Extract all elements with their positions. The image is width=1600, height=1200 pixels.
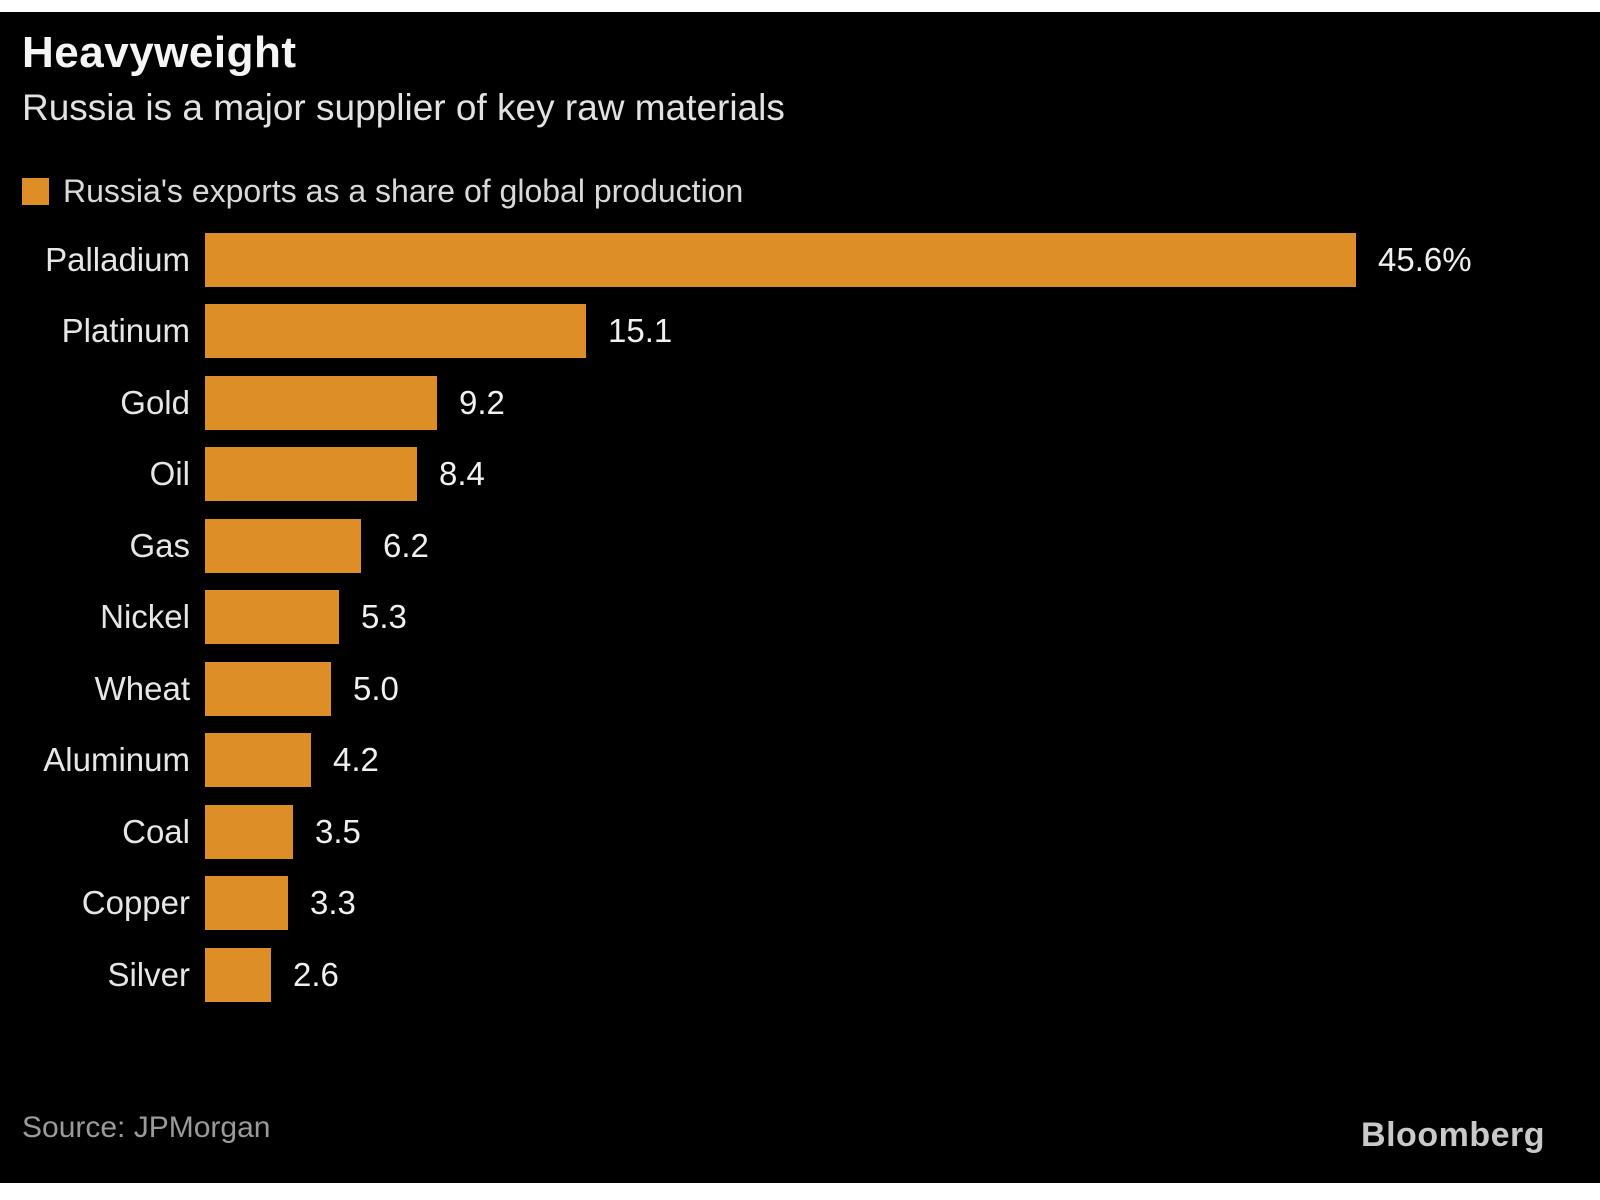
bar-row: Oil 8.4 [22,439,1600,511]
chart-title: Heavyweight [22,28,297,77]
bar [205,733,311,788]
bar-rows: Palladium 45.6% Platinum 15.1 Gold 9.2 O… [22,224,1600,1011]
bloomberg-logo: Bloomberg [1361,1116,1545,1154]
bar [205,876,288,931]
bar [205,518,361,573]
bar-row: Aluminum 4.2 [22,725,1600,797]
bar-row: Platinum 15.1 [22,296,1600,368]
value-label: 15.1 [608,312,673,350]
bar-row: Palladium 45.6% [22,224,1600,296]
category-label: Gold [120,383,190,421]
category-label: Gas [129,526,190,564]
bar-row: Coal 3.5 [22,796,1600,868]
category-label: Platinum [61,312,190,350]
bar-row: Silver 2.6 [22,939,1600,1011]
bar [205,375,437,430]
bar [205,661,331,716]
category-label: Silver [107,955,190,993]
value-label: 3.5 [315,812,361,850]
category-label: Copper [81,884,190,922]
legend-swatch-icon [22,178,49,206]
bar [205,304,586,359]
value-label: 2.6 [293,955,339,993]
value-label: 4.2 [333,741,379,779]
legend-label: Russia's exports as a share of global pr… [63,173,744,210]
value-label: 6.2 [383,526,429,564]
value-label: 8.4 [439,455,485,493]
category-label: Coal [122,812,190,850]
value-label: 3.3 [310,884,356,922]
bar-row: Nickel 5.3 [22,582,1600,654]
chart-subtitle: Russia is a major supplier of key raw ma… [22,86,785,128]
category-label: Wheat [94,669,190,707]
bar-row: Gold 9.2 [22,367,1600,439]
category-label: Oil [149,455,190,493]
category-label: Palladium [45,240,190,278]
bar [205,947,271,1002]
category-label: Nickel [100,598,190,636]
bar [205,232,1356,287]
value-label: 5.0 [353,669,399,707]
bar [205,447,417,502]
bar-row: Gas 6.2 [22,510,1600,582]
category-label: Aluminum [43,741,190,779]
bar [205,590,339,645]
bar-row: Wheat 5.0 [22,653,1600,725]
legend: Russia's exports as a share of global pr… [22,173,1600,210]
value-label: 9.2 [459,383,505,421]
bar-row: Copper 3.3 [22,868,1600,940]
value-label: 5.3 [361,598,407,636]
source-note: Source: JPMorgan [22,1111,271,1144]
chart-card: Heavyweight Russia is a major supplier o… [0,12,1600,1183]
value-label: 45.6% [1378,240,1472,278]
bar [205,804,293,859]
